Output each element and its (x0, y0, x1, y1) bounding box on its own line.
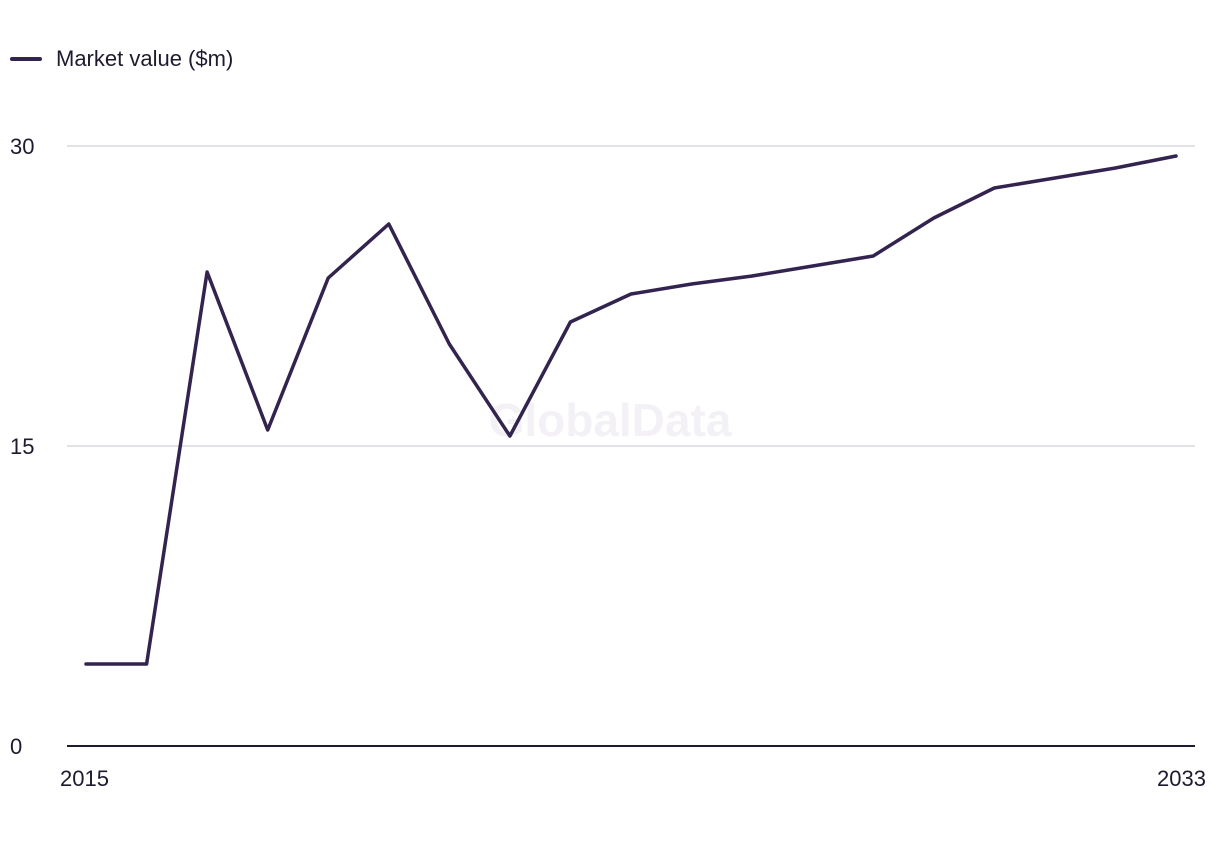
y-tick-label: 30 (10, 134, 34, 159)
legend-swatch (10, 57, 42, 61)
series-line (84, 154, 1178, 666)
legend-label: Market value ($m) (56, 46, 234, 71)
y-tick-label: 15 (10, 434, 34, 459)
series-lines (84, 154, 1178, 666)
x-tick-label: 2033 (1157, 766, 1206, 791)
legend: Market value ($m) (10, 46, 233, 72)
watermark: GlobalData (489, 394, 732, 446)
y-tick-label: 0 (10, 734, 22, 759)
grid-lines (67, 145, 1195, 447)
x-tick-label: 2015 (60, 766, 109, 791)
tick-labels: 0 15 30 2015 2033 (10, 134, 1206, 791)
